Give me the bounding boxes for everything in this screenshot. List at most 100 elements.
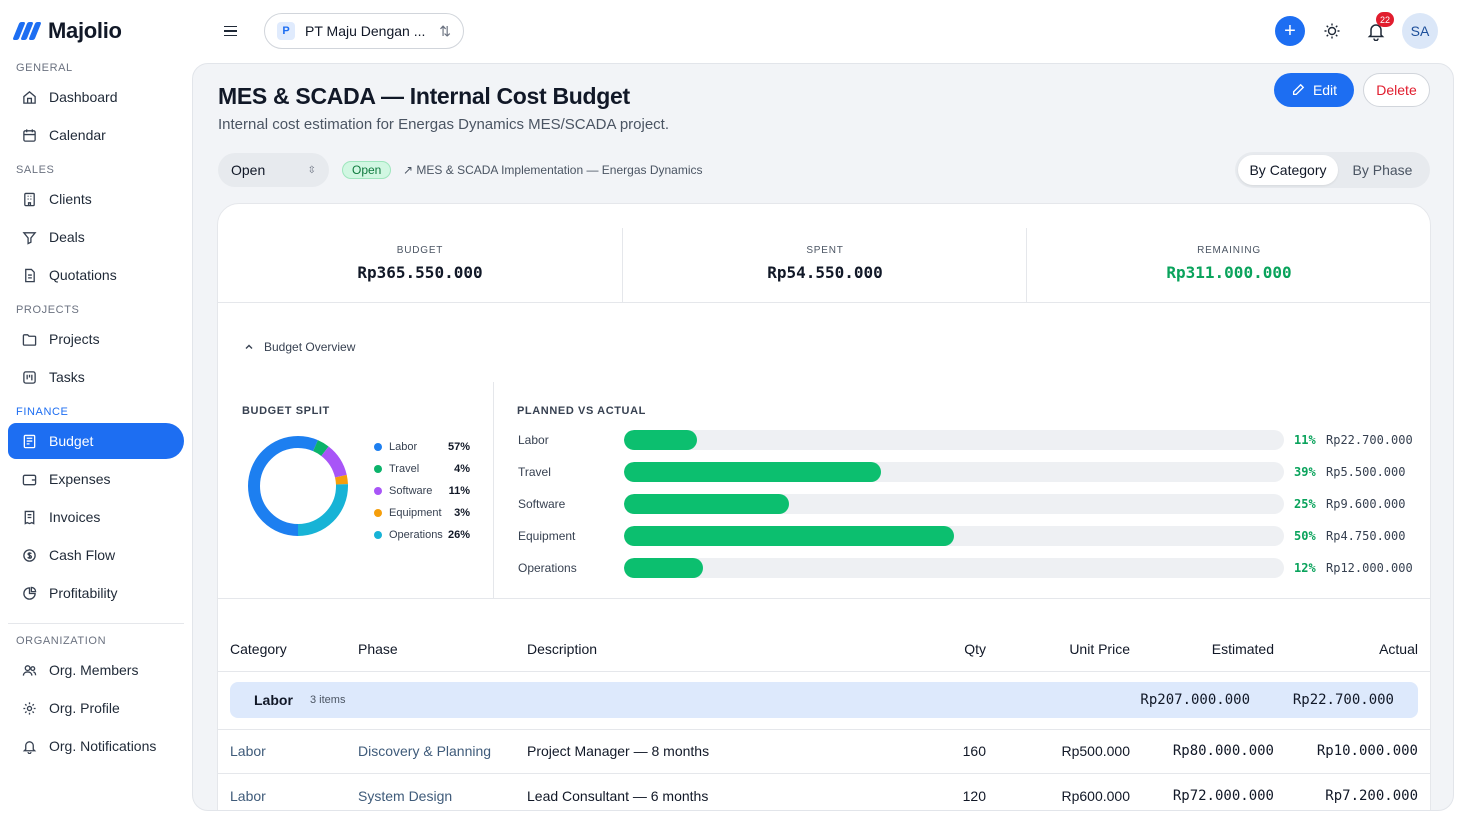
legend-dot	[374, 487, 382, 495]
sidebar-item-calendar[interactable]: Calendar	[8, 117, 184, 153]
divider	[218, 773, 1430, 774]
project-link[interactable]: ↗ MES & SCADA Implementation — Energas D…	[403, 163, 703, 177]
stat-spent-value: Rp54.550.000	[767, 263, 883, 282]
budget-split-title: BUDGET SPLIT	[242, 405, 330, 417]
pva-percent: 25%	[1294, 497, 1316, 511]
stat-divider	[1026, 228, 1027, 302]
group-row-labor[interactable]: Labor 3 items Rp207.000.000 Rp22.700.000	[230, 682, 1418, 718]
stat-remaining-label: REMAINING	[1197, 245, 1261, 256]
sidebar-item-label: Dashboard	[49, 89, 118, 105]
org-name: PT Maju Dengan ...	[305, 23, 426, 39]
sidebar-item-deals[interactable]: Deals	[8, 219, 184, 255]
users-icon	[22, 664, 37, 676]
sidebar-item-budget[interactable]: Budget	[8, 423, 184, 459]
pva-row-software: Software 25% Rp9.600.000	[518, 494, 1418, 514]
sidebar-item-label: Invoices	[49, 509, 101, 525]
legend-percent: 26%	[447, 529, 470, 541]
sidebar-item-label: Org. Members	[49, 662, 139, 678]
sidebar: Majolio GENERAL Dashboard Calendar SALES…	[0, 0, 192, 835]
brand-logo[interactable]: Majolio	[12, 18, 122, 44]
tab-by-phase[interactable]: By Phase	[1352, 162, 1413, 178]
legend-item-labor: Labor 57%	[374, 436, 470, 458]
bell-icon	[22, 740, 37, 754]
funnel-icon	[22, 231, 37, 245]
sidebar-item-org-notifications[interactable]: Org. Notifications	[8, 728, 184, 764]
sidebar-item-label: Budget	[49, 433, 94, 449]
column-header-unit-price[interactable]: Unit Price	[1069, 641, 1130, 657]
hamburger-menu-icon[interactable]	[218, 20, 242, 42]
group-estimated: Rp207.000.000	[1140, 692, 1250, 708]
user-avatar[interactable]: SA	[1402, 13, 1438, 49]
pva-amount: Rp9.600.000	[1326, 497, 1406, 511]
sidebar-item-expenses[interactable]: Expenses	[8, 461, 184, 497]
pva-track	[624, 462, 1284, 482]
budget-overview-toggle[interactable]: Budget Overview	[244, 340, 355, 354]
sidebar-item-profitability[interactable]: Profitability	[8, 575, 184, 611]
cell-qty: 160	[962, 743, 986, 759]
cell-phase: System Design	[358, 788, 453, 804]
column-header-estimated[interactable]: Estimated	[1211, 641, 1274, 657]
tab-by-category[interactable]: By Category	[1238, 155, 1338, 185]
sidebar-item-dashboard[interactable]: Dashboard	[8, 79, 184, 115]
section-label-sales: SALES	[16, 164, 55, 176]
cell-unit-price: Rp600.000	[1061, 788, 1130, 804]
sidebar-item-label: Calendar	[49, 127, 106, 143]
cell-actual: Rp7.200.000	[1325, 788, 1418, 804]
cell-category: Labor	[230, 788, 266, 804]
pva-bar-labor	[624, 430, 697, 450]
brand-name: Majolio	[48, 18, 122, 43]
edit-button-label: Edit	[1312, 82, 1338, 98]
sidebar-item-label: Tasks	[49, 369, 85, 385]
pva-track	[624, 430, 1284, 450]
cell-description: Project Manager — 8 months	[527, 743, 710, 759]
legend-percent: 11%	[448, 485, 470, 497]
column-header-phase[interactable]: Phase	[358, 641, 398, 657]
page-title: MES & SCADA — Internal Cost Budget	[218, 83, 630, 109]
sidebar-item-label: Cash Flow	[49, 547, 116, 563]
column-header-description[interactable]: Description	[527, 641, 598, 657]
pva-bar-software	[624, 494, 789, 514]
column-header-category[interactable]: Category	[230, 641, 287, 657]
column-header-qty[interactable]: Qty	[964, 641, 986, 657]
pva-label: Labor	[518, 433, 549, 447]
sidebar-item-clients[interactable]: Clients	[8, 181, 184, 217]
pva-track	[624, 526, 1284, 546]
create-new-button[interactable]: +	[1275, 16, 1305, 46]
legend-label: Operations	[389, 529, 443, 541]
sidebar-item-projects[interactable]: Projects	[8, 321, 184, 357]
legend-label: Equipment	[389, 507, 442, 519]
delete-button[interactable]: Delete	[1363, 73, 1430, 107]
sidebar-item-org-members[interactable]: Org. Members	[8, 652, 184, 688]
kanban-icon	[23, 370, 36, 384]
stat-remaining-value: Rp311.000.000	[1166, 263, 1292, 282]
organization-switcher[interactable]: P PT Maju Dengan ... ⇅	[264, 13, 464, 49]
group-actual: Rp22.700.000	[1292, 692, 1394, 708]
budget-icon	[23, 434, 36, 448]
pva-row-travel: Travel 39% Rp5.500.000	[518, 462, 1418, 482]
cell-estimated: Rp72.000.000	[1172, 788, 1274, 804]
sidebar-item-invoices[interactable]: Invoices	[8, 499, 184, 535]
select-arrows-icon: ⇳	[307, 164, 316, 176]
legend-item-software: Software 11%	[374, 480, 470, 502]
pva-bar-travel	[624, 462, 882, 482]
sidebar-item-quotations[interactable]: Quotations	[8, 257, 184, 293]
legend-label: Travel	[389, 463, 420, 475]
cell-category: Labor	[230, 743, 266, 759]
wallet-icon	[22, 474, 37, 485]
sun-icon[interactable]	[1322, 21, 1342, 41]
sidebar-item-tasks[interactable]: Tasks	[8, 359, 184, 395]
legend-dot	[374, 531, 382, 539]
chevron-up-icon	[245, 344, 253, 349]
legend-label: Labor	[389, 441, 418, 453]
pva-row-labor: Labor 11% Rp22.700.000	[518, 430, 1418, 450]
column-header-actual[interactable]: Actual	[1379, 641, 1418, 657]
legend-percent: 3%	[454, 507, 470, 519]
sidebar-item-cash-flow[interactable]: Cash Flow	[8, 537, 184, 573]
group-item-count: 3 items	[310, 694, 346, 706]
status-select[interactable]: Open ⇳	[218, 153, 329, 187]
section-label-organization: ORGANIZATION	[16, 635, 107, 647]
edit-button[interactable]: Edit	[1274, 73, 1354, 107]
folder-icon	[22, 333, 37, 346]
calendar-icon	[23, 128, 36, 142]
sidebar-item-org-profile[interactable]: Org. Profile	[8, 690, 184, 726]
